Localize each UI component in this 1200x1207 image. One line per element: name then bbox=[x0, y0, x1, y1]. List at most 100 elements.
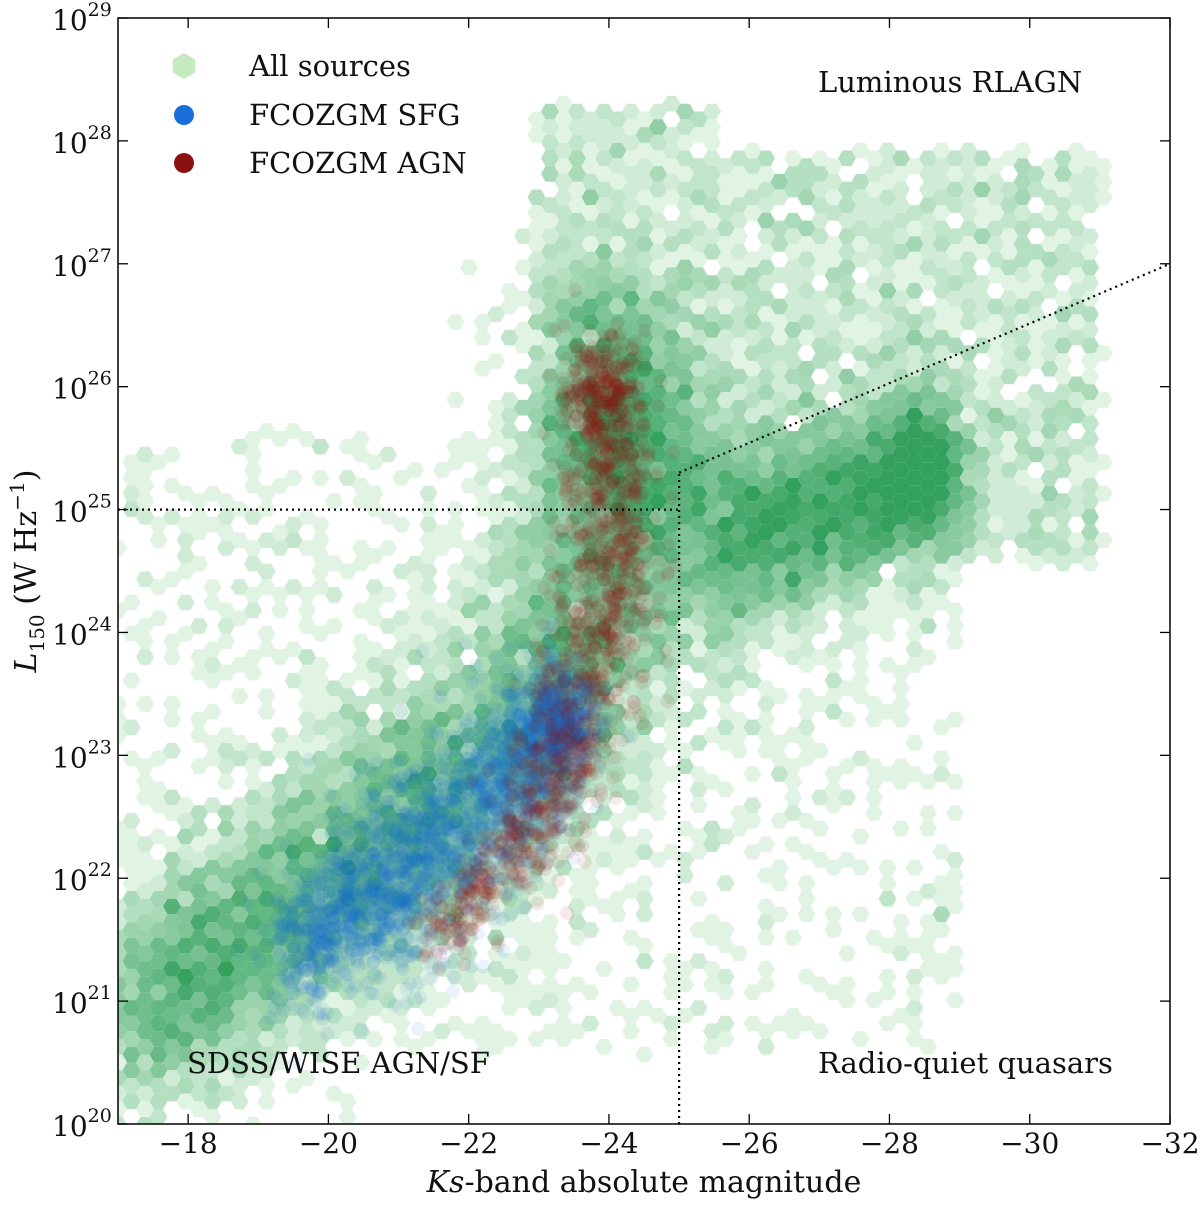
all-sources-hexbin bbox=[581, 314, 600, 330]
all-sources-hexbin bbox=[730, 275, 748, 291]
all-sources-hexbin bbox=[541, 446, 559, 463]
all-sources-hexbin bbox=[973, 493, 991, 509]
all-sources-hexbin bbox=[500, 953, 519, 969]
all-sources-hexbin bbox=[838, 571, 856, 587]
all-sources-hexbin bbox=[662, 1031, 681, 1047]
all-sources-hexbin bbox=[716, 563, 735, 580]
all-sources-hexbin bbox=[176, 1031, 195, 1047]
all-sources-hexbin bbox=[946, 524, 964, 541]
all-sources-hexbin bbox=[541, 680, 559, 697]
all-sources-hexbin bbox=[392, 750, 411, 767]
all-sources-hexbin bbox=[905, 236, 924, 252]
all-sources-hexbin bbox=[784, 477, 802, 494]
all-sources-hexbin bbox=[824, 548, 843, 564]
all-sources-hexbin bbox=[608, 813, 627, 829]
all-sources-hexbin bbox=[284, 891, 303, 907]
all-sources-hexbin bbox=[743, 283, 762, 299]
all-sources-hexbin bbox=[919, 353, 937, 369]
all-sources-hexbin bbox=[973, 290, 991, 307]
all-sources-hexbin bbox=[649, 774, 667, 790]
all-sources-hexbin bbox=[514, 680, 532, 697]
all-sources-hexbin bbox=[892, 181, 910, 198]
all-sources-hexbin bbox=[257, 1000, 276, 1016]
all-sources-hexbin bbox=[959, 376, 978, 393]
all-sources-hexbin bbox=[554, 1031, 573, 1047]
all-sources-hexbin bbox=[878, 314, 897, 330]
all-sources-hexbin bbox=[757, 618, 775, 634]
all-sources-hexbin bbox=[635, 797, 654, 813]
all-sources-hexbin bbox=[568, 275, 586, 291]
all-sources-hexbin bbox=[730, 197, 748, 213]
all-sources-hexbin bbox=[581, 703, 600, 720]
all-sources-hexbin bbox=[1000, 431, 1018, 447]
all-sources-hexbin bbox=[635, 220, 654, 237]
all-sources-hexbin bbox=[986, 516, 1005, 533]
all-sources-hexbin bbox=[878, 329, 897, 346]
all-sources-hexbin bbox=[392, 657, 411, 673]
all-sources-hexbin bbox=[1081, 384, 1099, 400]
all-sources-hexbin bbox=[473, 501, 492, 517]
all-sources-hexbin bbox=[527, 532, 546, 548]
sfg-point bbox=[473, 669, 488, 684]
sfg-point bbox=[415, 644, 430, 659]
all-sources-hexbin bbox=[527, 236, 546, 252]
all-sources-hexbin bbox=[136, 898, 154, 915]
all-sources-hexbin bbox=[622, 524, 640, 541]
all-sources-hexbin bbox=[446, 781, 465, 798]
all-sources-hexbin bbox=[757, 181, 775, 198]
all-sources-hexbin bbox=[1054, 290, 1072, 307]
all-sources-hexbin bbox=[797, 594, 816, 611]
all-sources-hexbin bbox=[824, 501, 843, 517]
all-sources-hexbin bbox=[82, 1039, 100, 1055]
all-sources-hexbin bbox=[703, 493, 721, 509]
all-sources-hexbin bbox=[676, 680, 694, 697]
all-sources-hexbin bbox=[541, 836, 559, 852]
all-sources-hexbin bbox=[406, 758, 424, 774]
all-sources-hexbin bbox=[608, 610, 627, 626]
all-sources-hexbin bbox=[878, 516, 897, 533]
all-sources-hexbin bbox=[419, 750, 438, 767]
all-sources-hexbin bbox=[689, 205, 708, 221]
all-sources-hexbin bbox=[649, 181, 667, 198]
all-sources-hexbin bbox=[1094, 392, 1113, 408]
all-sources-hexbin bbox=[622, 664, 640, 681]
all-sources-hexbin bbox=[118, 602, 127, 619]
all-sources-hexbin bbox=[244, 820, 262, 837]
all-sources-hexbin bbox=[784, 571, 802, 587]
all-sources-hexbin bbox=[932, 501, 951, 517]
all-sources-hexbin bbox=[554, 563, 573, 580]
all-sources-hexbin bbox=[284, 1015, 303, 1032]
all-sources-hexbin bbox=[554, 127, 573, 143]
all-sources-hexbin bbox=[500, 610, 519, 626]
all-sources-hexbin bbox=[770, 392, 789, 408]
all-sources-hexbin bbox=[946, 337, 964, 354]
all-sources-hexbin bbox=[122, 922, 141, 938]
all-sources-hexbin bbox=[163, 1085, 181, 1102]
all-sources-hexbin bbox=[905, 392, 924, 408]
all-sources-hexbin bbox=[757, 244, 775, 260]
all-sources-hexbin bbox=[244, 883, 262, 899]
all-sources-hexbin bbox=[554, 672, 573, 689]
all-sources-hexbin bbox=[244, 961, 262, 977]
all-sources-hexbin bbox=[676, 431, 694, 447]
all-sources-hexbin bbox=[689, 158, 708, 174]
all-sources-hexbin bbox=[392, 984, 411, 1001]
all-sources-hexbin bbox=[122, 1046, 141, 1063]
all-sources-hexbin bbox=[527, 220, 546, 237]
all-sources-hexbin bbox=[541, 431, 559, 447]
all-sources-hexbin bbox=[932, 142, 951, 159]
all-sources-hexbin bbox=[163, 477, 181, 494]
all-sources-hexbin bbox=[986, 329, 1005, 346]
all-sources-hexbin bbox=[932, 516, 951, 533]
all-sources-hexbin bbox=[878, 392, 897, 408]
all-sources-hexbin bbox=[959, 407, 978, 424]
all-sources-hexbin bbox=[878, 267, 897, 283]
all-sources-hexbin bbox=[946, 462, 964, 478]
all-sources-hexbin bbox=[352, 696, 370, 712]
all-sources-hexbin bbox=[581, 766, 600, 782]
all-sources-hexbin bbox=[568, 898, 586, 915]
all-sources-hexbin bbox=[716, 594, 735, 611]
all-sources-hexbin bbox=[527, 376, 546, 393]
all-sources-hexbin bbox=[932, 470, 951, 486]
all-sources-hexbin bbox=[460, 867, 478, 884]
